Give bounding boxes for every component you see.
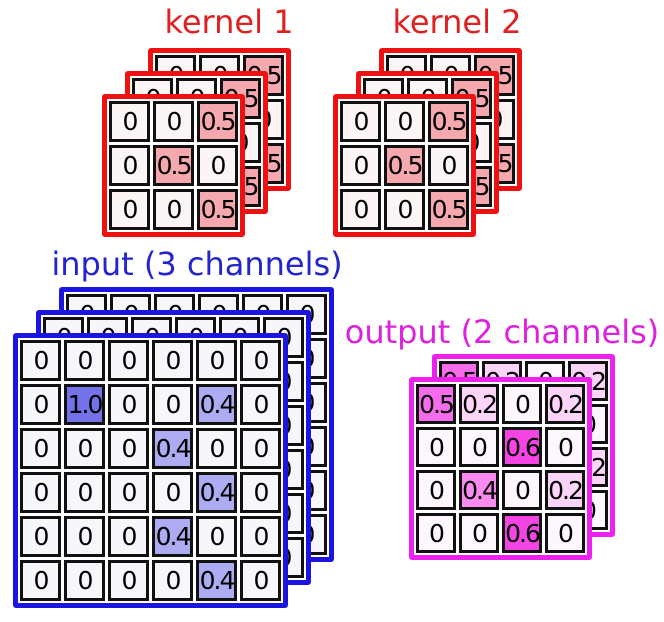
matrix-cell: 0 [64, 340, 105, 381]
matrix-cell: 0 [340, 101, 381, 142]
matrix-cell: 1.0 [64, 384, 105, 425]
matrix-cell: 0 [152, 560, 193, 601]
matrix-cell: 0 [416, 513, 456, 553]
matrix-cell: 0 [153, 101, 194, 142]
matrix-cell: 0.2 [545, 384, 585, 424]
matrix-cell: 0.2 [545, 470, 585, 510]
matrix-cell: 0 [109, 189, 150, 230]
matrix-cell: 0 [108, 340, 149, 381]
matrix-cell: 0.4 [152, 428, 193, 469]
kernel2-title: kernel 2 [392, 3, 522, 41]
matrix-cell: 0 [384, 101, 425, 142]
matrix-cell: 0 [109, 145, 150, 186]
matrix-cell: 0 [196, 516, 237, 557]
matrix-cell: 0 [197, 145, 238, 186]
matrix-cell: 0 [109, 101, 150, 142]
matrix-cell: 0 [152, 340, 193, 381]
matrix-cell: 0 [416, 427, 456, 467]
matrix-cell: 0 [502, 384, 542, 424]
matrix-cell: 0 [20, 560, 61, 601]
matrix-cell: 0 [64, 472, 105, 513]
matrix-cell: 0.5 [197, 189, 238, 230]
matrix-cell: 0 [108, 560, 149, 601]
matrix-cell: 0.4 [196, 472, 237, 513]
kernel2-channel-3: 0 0 0.5 0 0.5 0 0 0 0.5 [333, 94, 476, 237]
matrix-cell: 0.5 [416, 384, 456, 424]
matrix-cell: 0 [196, 428, 237, 469]
matrix-cell: 0 [240, 560, 281, 601]
output-channel-2: 0.5 0.2 0 0.2 0 0 0.6 0 0 0.4 0 0.2 0 0 0.6 0 [409, 377, 592, 560]
matrix-cell: 0.6 [502, 427, 542, 467]
matrix-cell: 0.6 [502, 513, 542, 553]
matrix-cell: 0 [20, 384, 61, 425]
matrix-cell: 0 [152, 384, 193, 425]
matrix-cell: 0.4 [459, 470, 499, 510]
matrix-cell: 0 [152, 472, 193, 513]
matrix-cell: 0 [20, 428, 61, 469]
matrix-cell: 0 [416, 470, 456, 510]
kernel1-channel-3: 0 0 0.5 0 0.5 0 0 0 0.5 [102, 94, 245, 237]
matrix-cell: 0 [108, 472, 149, 513]
matrix-cell: 0.5 [197, 101, 238, 142]
matrix-cell: 0 [340, 189, 381, 230]
matrix-cell: 0 [240, 516, 281, 557]
matrix-cell: 0.4 [196, 560, 237, 601]
matrix-cell: 0 [240, 384, 281, 425]
kernel1-title: kernel 1 [164, 3, 294, 41]
matrix-cell: 0 [153, 189, 194, 230]
matrix-cell: 0 [428, 145, 469, 186]
matrix-cell: 0 [64, 560, 105, 601]
matrix-cell: 0 [502, 470, 542, 510]
matrix-cell: 0 [108, 384, 149, 425]
output-title: output (2 channels) [344, 313, 660, 351]
matrix-cell: 0.4 [196, 384, 237, 425]
matrix-cell: 0.4 [152, 516, 193, 557]
matrix-cell: 0 [108, 516, 149, 557]
matrix-cell: 0 [545, 427, 585, 467]
matrix-cell: 0 [459, 513, 499, 553]
matrix-cell: 0 [108, 428, 149, 469]
matrix-cell: 0.5 [153, 145, 194, 186]
matrix-cell: 0.5 [428, 101, 469, 142]
matrix-cell: 0 [340, 145, 381, 186]
matrix-cell: 0 [20, 472, 61, 513]
input-channel-3: 0 0 0 0 0 0 0 1.0 0 0 0.4 0 0 0 0 0.4 0 0 0 0 0 0 0.4 0 0 0 0 0.4 0 0… [13, 333, 288, 608]
matrix-cell: 0 [196, 340, 237, 381]
matrix-cell: 0 [384, 189, 425, 230]
input-title: input (3 channels) [51, 245, 343, 283]
matrix-cell: 0 [240, 472, 281, 513]
matrix-cell: 0 [240, 428, 281, 469]
matrix-cell: 0.5 [428, 189, 469, 230]
matrix-cell: 0.2 [459, 384, 499, 424]
matrix-cell: 0 [240, 340, 281, 381]
matrix-cell: 0 [20, 516, 61, 557]
matrix-cell: 0 [20, 340, 61, 381]
matrix-cell: 0 [459, 427, 499, 467]
matrix-cell: 0 [64, 428, 105, 469]
matrix-cell: 0.5 [384, 145, 425, 186]
matrix-cell: 0 [64, 516, 105, 557]
matrix-cell: 0 [545, 513, 585, 553]
